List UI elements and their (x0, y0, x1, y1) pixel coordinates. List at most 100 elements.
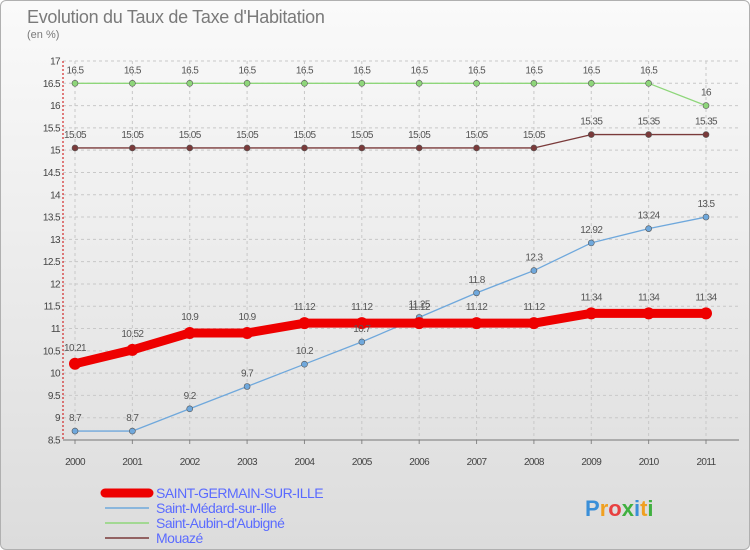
data-label: 16.5 (353, 65, 371, 76)
data-point (129, 144, 136, 152)
series-line-2 (74, 82, 707, 107)
y-tick-label: 16.5 (43, 79, 61, 90)
x-tick-label: 2008 (524, 457, 545, 468)
data-label: 16.5 (296, 65, 314, 76)
y-tick-label: 9 (55, 413, 61, 424)
proxiti-logo: Proxiti (585, 496, 654, 521)
data-label: 9.7 (241, 368, 254, 379)
data-label: 9.2 (184, 391, 197, 402)
data-label: 15.05 (351, 130, 374, 141)
data-point (71, 144, 79, 152)
data-label: 11.34 (638, 292, 660, 303)
data-point (645, 131, 652, 138)
y-tick-label: 8.5 (48, 436, 61, 447)
data-point (129, 79, 136, 87)
data-label: 12.3 (525, 253, 543, 264)
data-label: 15.35 (580, 117, 603, 128)
x-tick-label: 2000 (65, 457, 86, 468)
data-label: 11.25 (409, 299, 431, 310)
legend-label: SAINT-GERMAIN-SUR-ILLE (156, 485, 323, 501)
data-point (301, 360, 308, 368)
data-label: 8.7 (126, 413, 139, 424)
data-point (645, 79, 652, 87)
data-point (702, 213, 710, 221)
data-label: 11.12 (294, 302, 316, 313)
data-label: 16 (701, 88, 712, 99)
y-tick-label: 12.5 (43, 257, 61, 268)
data-point (243, 144, 251, 152)
data-point (355, 317, 368, 330)
data-label: 15.35 (695, 117, 718, 128)
data-point (129, 427, 136, 435)
data-label: 16.5 (525, 65, 543, 76)
data-point (415, 79, 423, 87)
data-label: 16.5 (181, 65, 199, 76)
data-label: 16.5 (124, 65, 142, 76)
data-label: 15.35 (638, 117, 661, 128)
data-point (186, 405, 194, 413)
x-tick-labels: 2000 2001 2002 2003 2004 2005 2006 2007 2008 2009… (65, 457, 717, 468)
y-tick-label: 10 (50, 369, 61, 380)
data-point (241, 326, 254, 339)
data-label: 15.05 (523, 130, 546, 141)
x-tick-label: 2006 (409, 457, 430, 468)
y-tick-label: 11 (51, 324, 61, 335)
series-line-0 (70, 308, 711, 369)
x-tick-label: 2003 (237, 457, 258, 468)
data-label: 16.5 (239, 65, 257, 76)
data-label: 12.92 (580, 225, 603, 236)
data-point (473, 79, 480, 87)
data-label: 16.5 (66, 65, 84, 76)
data-point (183, 326, 196, 339)
data-point (301, 79, 308, 87)
data-label: 10.52 (121, 329, 144, 340)
chart-title: Evolution du Taux de Taxe d'Habitation (27, 7, 325, 27)
data-label: 11.34 (695, 292, 717, 303)
data-label: 16.5 (468, 65, 486, 76)
legend-label: Saint-Aubin-d'Aubigné (156, 515, 285, 531)
data-point (587, 131, 595, 138)
x-tick-label: 2010 (639, 457, 660, 468)
data-label: 16.5 (411, 65, 429, 76)
legend-label: Mouazé (156, 530, 204, 546)
data-point (530, 267, 538, 274)
data-point (530, 144, 538, 152)
data-point (530, 79, 538, 87)
data-point (358, 338, 366, 346)
data-label: 11.12 (351, 302, 373, 313)
data-point (587, 79, 595, 87)
series-lines (69, 79, 712, 435)
data-point (186, 144, 194, 152)
y-tick-label: 10.5 (43, 346, 61, 357)
data-point (71, 79, 79, 87)
data-label: 15.05 (236, 130, 259, 141)
data-point (527, 317, 540, 330)
y-tick-label: 9.5 (48, 391, 61, 402)
x-tick-label: 2002 (180, 457, 201, 468)
x-tick-label: 2005 (352, 457, 373, 468)
y-tick-label: 17 (50, 57, 61, 68)
data-point (243, 383, 251, 390)
chart-subtitle: (en %) (27, 29, 60, 41)
data-label: 16.5 (583, 65, 601, 76)
data-label: 11.8 (468, 275, 485, 286)
x-tick-label: 2007 (467, 457, 488, 468)
legend-label: Saint-Médard-sur-Ille (156, 500, 277, 516)
data-label: 15.05 (466, 130, 489, 141)
y-tick-label: 13 (50, 235, 61, 246)
legend: SAINT-GERMAIN-SUR-ILLESaint-Médard-sur-I… (100, 485, 324, 546)
data-point (645, 225, 652, 232)
data-label: 10.2 (296, 346, 314, 357)
data-point (358, 79, 366, 87)
data-label: 8.7 (69, 413, 82, 424)
x-tick-label: 2004 (295, 457, 316, 468)
data-point (473, 144, 480, 152)
y-tick-labels: 8.5 9 9.5 10 10.5 11 11.5 12 12.5 13 13.5 14 14.5 15 1… (43, 57, 62, 447)
proxiti-logo-text: Proxiti (585, 496, 654, 521)
y-tick-label: 15 (50, 146, 61, 157)
x-tick-label: 2001 (122, 457, 143, 468)
y-tick-label: 14 (50, 190, 61, 201)
x-tick-label: 2011 (696, 457, 716, 468)
